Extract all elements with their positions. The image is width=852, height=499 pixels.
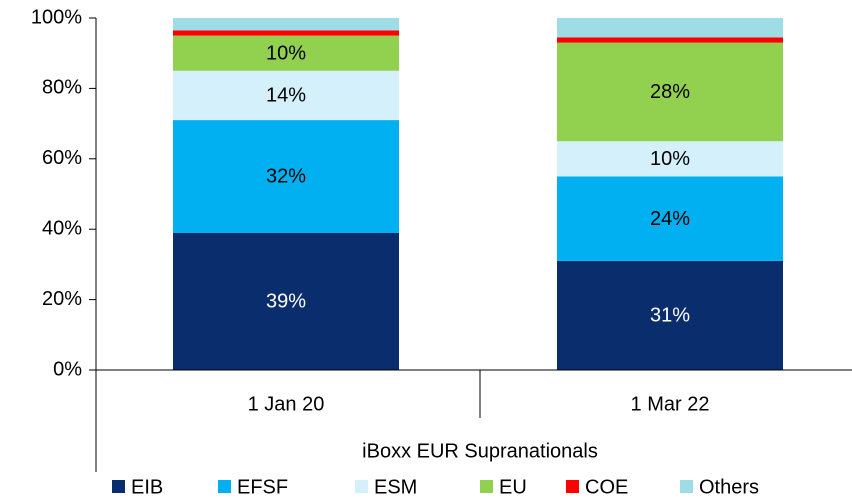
bar-segment	[557, 18, 783, 38]
y-tick-label: 80%	[42, 77, 82, 99]
data-label: 10%	[266, 42, 306, 64]
y-tick-label: 0%	[53, 358, 82, 380]
bar-segment	[173, 232, 399, 370]
data-label: 24%	[650, 208, 690, 230]
x-tick-label: 1 Jan 20	[248, 393, 325, 415]
bar-segment	[173, 70, 399, 121]
data-label: 39%	[266, 291, 306, 313]
bar-segment	[173, 35, 399, 71]
legend-label: Others	[699, 476, 759, 498]
bar-segment	[173, 18, 399, 31]
bar-segment	[173, 120, 399, 233]
data-label: 10%	[650, 148, 690, 170]
legend-label: EU	[499, 476, 527, 498]
legend-swatch	[480, 480, 493, 493]
y-tick-label: 20%	[42, 288, 82, 310]
x-tick-label: 1 Mar 22	[631, 393, 710, 415]
y-tick-label: 60%	[42, 147, 82, 169]
x-group-label: iBoxx EUR Supranationals	[362, 440, 598, 462]
legend-label: COE	[585, 476, 628, 498]
bar-segment	[557, 260, 783, 370]
legend-swatch	[680, 480, 693, 493]
legend-swatch	[112, 480, 125, 493]
bar-segment	[173, 30, 399, 36]
legend-label: EFSF	[237, 476, 288, 498]
data-label: 32%	[266, 166, 306, 188]
legend-swatch	[355, 480, 368, 493]
y-tick-label: 100%	[31, 6, 82, 28]
bar-segment	[557, 176, 783, 261]
legend-swatch	[218, 480, 231, 493]
bar-segment	[557, 141, 783, 177]
y-tick-label: 40%	[42, 217, 82, 239]
data-label: 28%	[650, 81, 690, 103]
legend-label: EIB	[131, 476, 163, 498]
legend-label: ESM	[374, 476, 417, 498]
bar-segment	[557, 42, 783, 142]
bar-segment	[557, 37, 783, 43]
legend-swatch	[566, 480, 579, 493]
data-label: 31%	[650, 305, 690, 327]
data-label: 14%	[266, 85, 306, 107]
